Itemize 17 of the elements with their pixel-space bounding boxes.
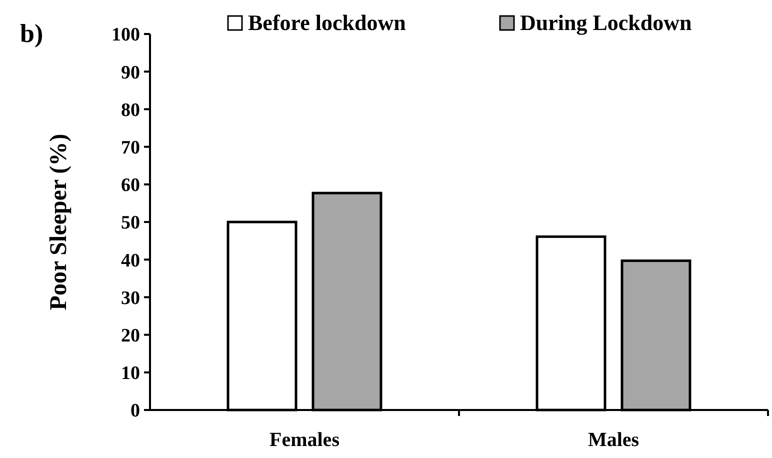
x-tick-label: Females bbox=[270, 429, 340, 451]
y-tick-label: 100 bbox=[112, 24, 140, 46]
y-tick-label: 10 bbox=[121, 363, 140, 384]
y-tick-label: 90 bbox=[121, 62, 140, 84]
y-tick-label: 30 bbox=[121, 288, 140, 309]
y-axis-title: Poor Sleeper (%) bbox=[46, 134, 72, 310]
legend-label: Before lockdown bbox=[248, 10, 406, 35]
x-tick-label: Males bbox=[588, 429, 640, 451]
chart-title: b) bbox=[20, 19, 44, 48]
legend-label: During Lockdown bbox=[520, 10, 692, 35]
y-tick-label: 0 bbox=[130, 400, 140, 422]
y-tick-label: 80 bbox=[121, 100, 140, 121]
y-tick-label: 50 bbox=[121, 212, 140, 234]
y-tick-label: 40 bbox=[121, 250, 140, 272]
y-tick-label: 70 bbox=[121, 137, 140, 158]
y-tick-label: 60 bbox=[121, 175, 140, 196]
y-tick-label: 20 bbox=[121, 325, 140, 346]
